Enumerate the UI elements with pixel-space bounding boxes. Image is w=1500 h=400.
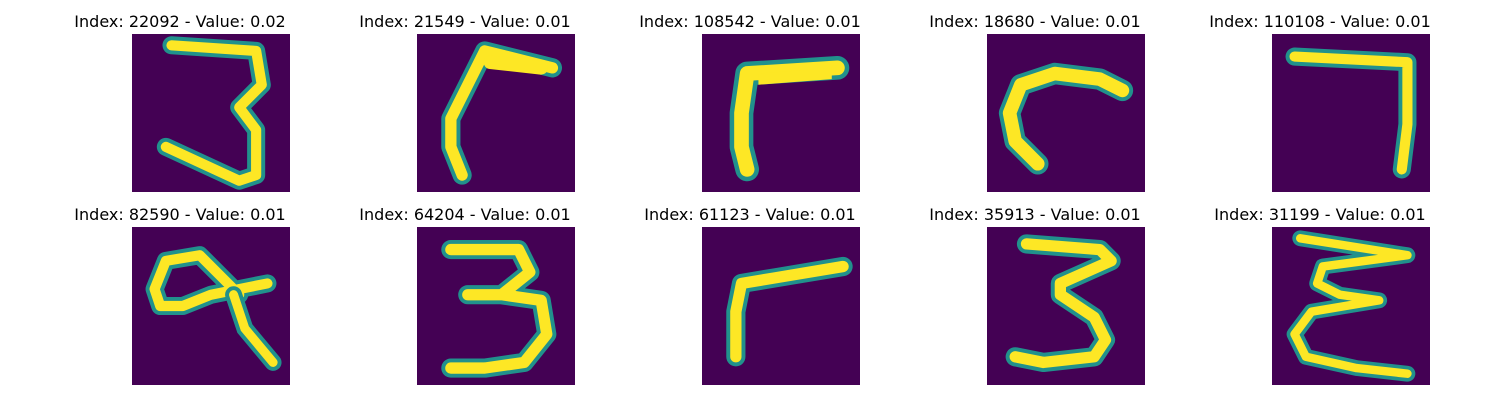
handwritten-digit-7-curved-icon [417,34,575,192]
panel-title: Index: 64204 - Value: 0.01 [359,205,571,224]
panel-title: Index: 35913 - Value: 0.01 [929,205,1141,224]
handwritten-digit-9-loop-icon [132,227,290,385]
digit-image [987,227,1145,385]
panel-title: Index: 18680 - Value: 0.01 [929,12,1141,31]
digit-image [702,227,860,385]
digit-image [417,227,575,385]
digit-image [132,34,290,192]
digit-image [417,34,575,192]
handwritten-stroke-c-icon [987,34,1145,192]
digit-image [1272,34,1430,192]
panel-title: Index: 82590 - Value: 0.01 [74,205,286,224]
handwritten-digit-3-icon [417,227,575,385]
handwritten-digit-7-thick-icon [702,34,860,192]
digit-image [1272,227,1430,385]
panel-title: Index: 61123 - Value: 0.01 [644,205,856,224]
panel-title: Index: 110108 - Value: 0.01 [1209,12,1431,31]
digit-image [132,227,290,385]
handwritten-digit-3-icon [987,227,1145,385]
panel-title: Index: 22092 - Value: 0.02 [74,12,286,31]
handwritten-digit-7-short-icon [702,227,860,385]
digit-image [987,34,1145,192]
handwritten-digit-7-icon [1272,34,1430,192]
handwritten-digit-3-icon [132,34,290,192]
handwritten-letter-e-reversed-icon [1272,227,1430,385]
panel-title: Index: 108542 - Value: 0.01 [639,12,861,31]
panel-title: Index: 21549 - Value: 0.01 [359,12,571,31]
panel-title: Index: 31199 - Value: 0.01 [1214,205,1426,224]
digit-image [702,34,860,192]
